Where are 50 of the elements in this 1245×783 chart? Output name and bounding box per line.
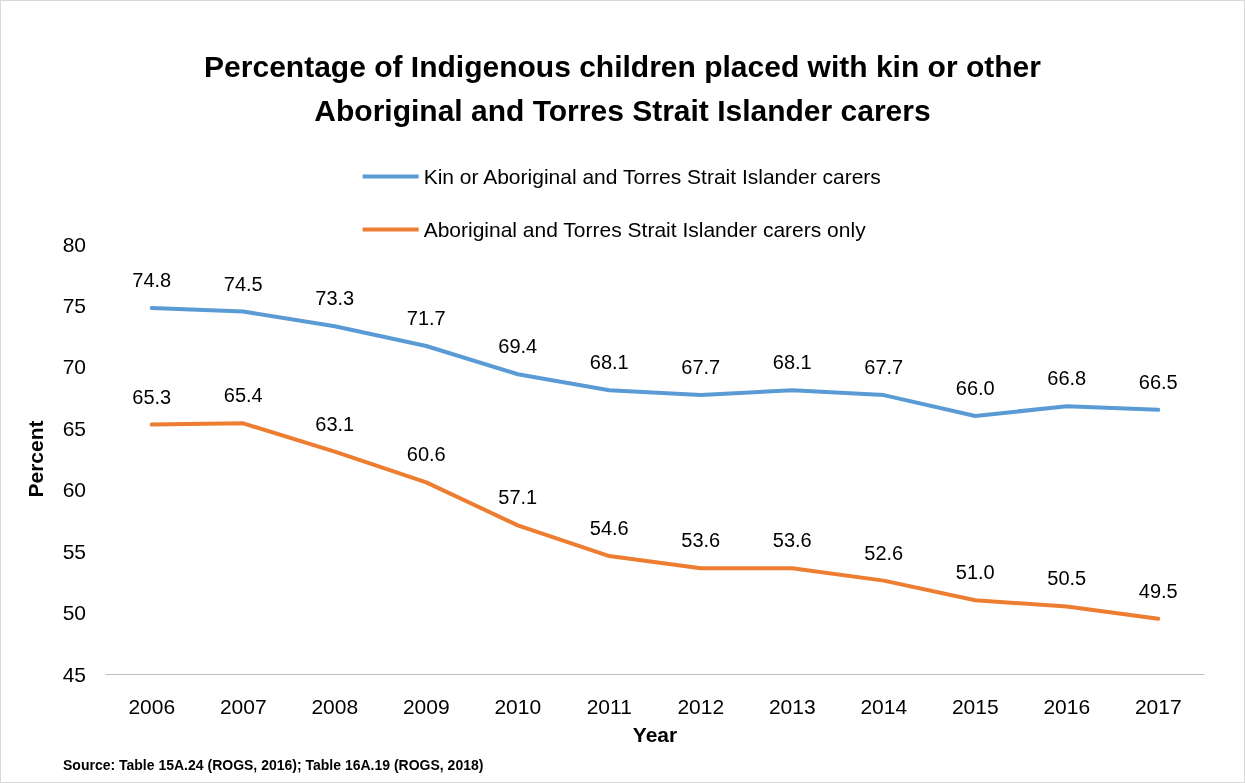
y-tick-label: 65 bbox=[62, 416, 86, 440]
data-label: 51.0 bbox=[955, 561, 995, 584]
data-label: 53.6 bbox=[772, 529, 812, 552]
y-axis-title: Percent bbox=[24, 420, 47, 498]
x-tick-label: 2016 bbox=[1043, 695, 1091, 718]
x-tick-label: 2008 bbox=[311, 695, 359, 718]
data-label: 68.1 bbox=[589, 351, 629, 374]
y-tick-label: 70 bbox=[62, 355, 86, 379]
data-label: 66.8 bbox=[1047, 367, 1087, 390]
x-tick-label: 2009 bbox=[402, 695, 450, 718]
y-tick-label: 80 bbox=[62, 232, 86, 256]
x-tick-label: 2012 bbox=[677, 695, 725, 718]
data-label: 68.1 bbox=[772, 351, 812, 374]
data-label: 74.8 bbox=[132, 268, 172, 291]
y-tick-label: 60 bbox=[62, 478, 86, 502]
data-label: 74.5 bbox=[223, 272, 263, 295]
source-note: Source: Table 15A.24 (ROGS, 2016); Table 16A.19 (ROGS, 2018) bbox=[63, 757, 484, 773]
data-label: 67.7 bbox=[681, 356, 721, 379]
x-tick-label: 2011 bbox=[586, 695, 632, 718]
x-tick-label: 2006 bbox=[128, 695, 176, 718]
data-label: 73.3 bbox=[315, 287, 355, 310]
x-tick-label: 2010 bbox=[494, 695, 542, 718]
legend-label: Aboriginal and Torres Strait Islander carers only bbox=[423, 218, 867, 241]
y-tick-label: 50 bbox=[62, 601, 86, 625]
x-tick-label: 2013 bbox=[768, 695, 816, 718]
data-label: 66.5 bbox=[1138, 370, 1178, 393]
data-label: 50.5 bbox=[1047, 567, 1087, 590]
x-tick-label: 2017 bbox=[1134, 695, 1182, 718]
y-tick-label: 75 bbox=[62, 293, 86, 317]
data-label: 66.0 bbox=[955, 377, 995, 399]
data-label: 54.6 bbox=[589, 517, 629, 540]
data-label: 71.7 bbox=[406, 306, 446, 329]
data-label: 67.7 bbox=[864, 356, 904, 379]
y-tick-label: 45 bbox=[62, 662, 86, 686]
data-label: 60.6 bbox=[406, 443, 446, 466]
data-label: 65.4 bbox=[223, 384, 263, 407]
legend-label: Kin or Aboriginal and Torres Strait Islander carers bbox=[423, 165, 881, 188]
x-axis-title: Year bbox=[632, 723, 678, 746]
x-tick-label: 2007 bbox=[219, 695, 267, 718]
data-label: 53.6 bbox=[681, 529, 721, 552]
chart-title: Percentage of Indigenous children placed with kin or other Aboriginal and Torres Strait Islander carers bbox=[204, 49, 1042, 127]
data-label: 49.5 bbox=[1138, 579, 1178, 602]
data-label: 63.1 bbox=[315, 412, 355, 435]
x-tick-label: 2014 bbox=[860, 695, 908, 718]
y-tick-label: 55 bbox=[62, 539, 86, 563]
data-label: 52.6 bbox=[864, 541, 904, 564]
x-tick-label: 2015 bbox=[951, 695, 999, 718]
data-label: 69.4 bbox=[498, 335, 538, 358]
data-label: 57.1 bbox=[498, 486, 538, 509]
data-label: 65.3 bbox=[132, 385, 172, 408]
